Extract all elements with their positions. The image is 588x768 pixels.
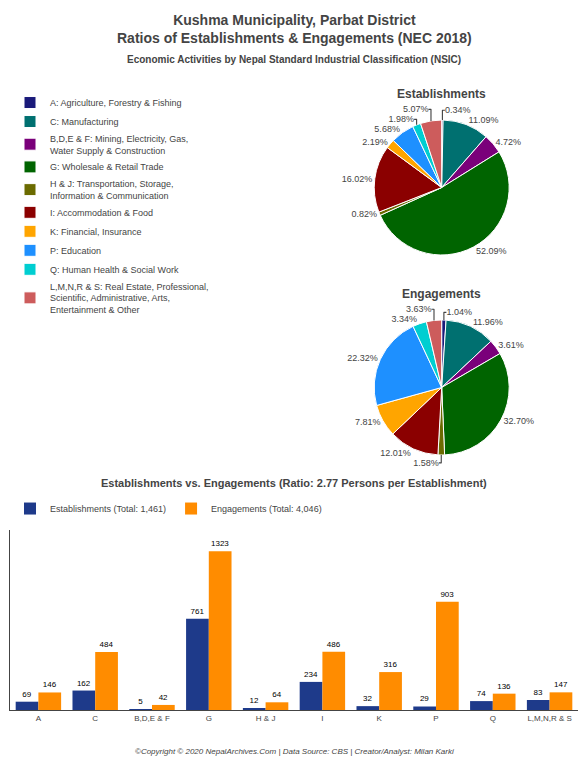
svg-text:16.02%: 16.02% <box>342 174 373 184</box>
svg-text:3.61%: 3.61% <box>498 340 524 350</box>
svg-text:B,D,E & F: Mining, Electricity: B,D,E & F: Mining, Electricity, Gas,Wate… <box>50 134 188 156</box>
svg-text:H & J: Transportation, Storage: H & J: Transportation, Storage,Informati… <box>50 179 174 201</box>
svg-text:69: 69 <box>22 690 31 699</box>
svg-text:162: 162 <box>77 679 91 688</box>
svg-text:22.32%: 22.32% <box>347 353 378 363</box>
svg-text:4.72%: 4.72% <box>496 137 522 147</box>
svg-text:L,M,N,R & S: Real Estate, Prof: L,M,N,R & S: Real Estate, Professional,S… <box>50 282 209 315</box>
svg-text:32: 32 <box>363 694 372 703</box>
svg-text:K: Financial, Insurance: K: Financial, Insurance <box>50 227 142 237</box>
svg-text:I: Accommodation & Food: I: Accommodation & Food <box>50 208 153 218</box>
svg-text:486: 486 <box>327 640 341 649</box>
svg-text:Q: Human Health & Social Work: Q: Human Health & Social Work <box>50 265 179 275</box>
svg-text:Establishments (Total: 1,461): Establishments (Total: 1,461) <box>50 504 166 514</box>
svg-text:7.81%: 7.81% <box>355 417 381 427</box>
svg-text:Kushma Municipality, Parbat Di: Kushma Municipality, Parbat DistrictRati… <box>117 12 472 46</box>
svg-text:64: 64 <box>272 690 281 699</box>
svg-text:3.63%: 3.63% <box>406 304 432 314</box>
svg-text:Economic Activities by Nepal S: Economic Activities by Nepal Standard In… <box>127 54 461 65</box>
svg-text:1.04%: 1.04% <box>446 307 472 317</box>
svg-text:316: 316 <box>384 660 398 669</box>
svg-text:5.68%: 5.68% <box>374 124 400 134</box>
svg-text:H & J: H & J <box>256 714 276 723</box>
svg-text:484: 484 <box>100 640 114 649</box>
svg-text:29: 29 <box>420 694 429 703</box>
svg-text:Engagements: Engagements <box>402 287 481 301</box>
svg-text:5.07%: 5.07% <box>403 104 429 114</box>
svg-text:K: K <box>377 714 383 723</box>
svg-text:B,D,E & F: B,D,E & F <box>134 714 170 723</box>
svg-text:A: A <box>36 714 42 723</box>
svg-text:74: 74 <box>477 689 486 698</box>
svg-text:G: G <box>206 714 212 723</box>
svg-text:147: 147 <box>554 680 568 689</box>
svg-text:1.58%: 1.58% <box>413 458 439 468</box>
svg-text:1.98%: 1.98% <box>389 114 415 124</box>
svg-text:42: 42 <box>159 693 168 702</box>
svg-text:32.70%: 32.70% <box>503 416 534 426</box>
svg-text:0.82%: 0.82% <box>351 209 377 219</box>
svg-text:Engagements (Total: 4,046): Engagements (Total: 4,046) <box>211 504 322 514</box>
svg-text:1323: 1323 <box>211 539 229 548</box>
svg-text:C: Manufacturing: C: Manufacturing <box>50 117 119 127</box>
svg-text:I: I <box>321 714 323 723</box>
svg-text:3.34%: 3.34% <box>392 314 418 324</box>
svg-text:A: Agriculture, Forestry & Fis: A: Agriculture, Forestry & Fishing <box>50 98 182 108</box>
svg-text:Establishments vs. Engagements: Establishments vs. Engagements (Ratio: 2… <box>101 477 487 489</box>
svg-text:136: 136 <box>497 682 511 691</box>
svg-text:5: 5 <box>138 697 143 706</box>
svg-text:P: P <box>433 714 438 723</box>
svg-text:G: Wholesale & Retail Trade: G: Wholesale & Retail Trade <box>50 162 164 172</box>
svg-text:12.01%: 12.01% <box>380 448 411 458</box>
svg-text:P: Education: P: Education <box>50 246 101 256</box>
svg-text:L,M,N,R & S: L,M,N,R & S <box>527 714 571 723</box>
svg-text:C: C <box>92 714 98 723</box>
svg-text:52.09%: 52.09% <box>476 246 507 256</box>
svg-text:©Copyright © 2020 NepalArchive: ©Copyright © 2020 NepalArchives.Com | Da… <box>135 747 454 756</box>
svg-text:146: 146 <box>43 680 57 689</box>
svg-text:0.34%: 0.34% <box>445 105 471 115</box>
svg-text:234: 234 <box>304 670 318 679</box>
svg-text:903: 903 <box>440 590 454 599</box>
svg-text:Q: Q <box>490 714 496 723</box>
svg-text:761: 761 <box>190 607 204 616</box>
svg-text:11.09%: 11.09% <box>469 115 499 125</box>
svg-text:12: 12 <box>250 696 259 705</box>
svg-text:11.96%: 11.96% <box>473 317 503 327</box>
svg-text:83: 83 <box>534 688 543 697</box>
svg-text:2.19%: 2.19% <box>362 137 388 147</box>
svg-text:Establishments: Establishments <box>397 87 486 101</box>
